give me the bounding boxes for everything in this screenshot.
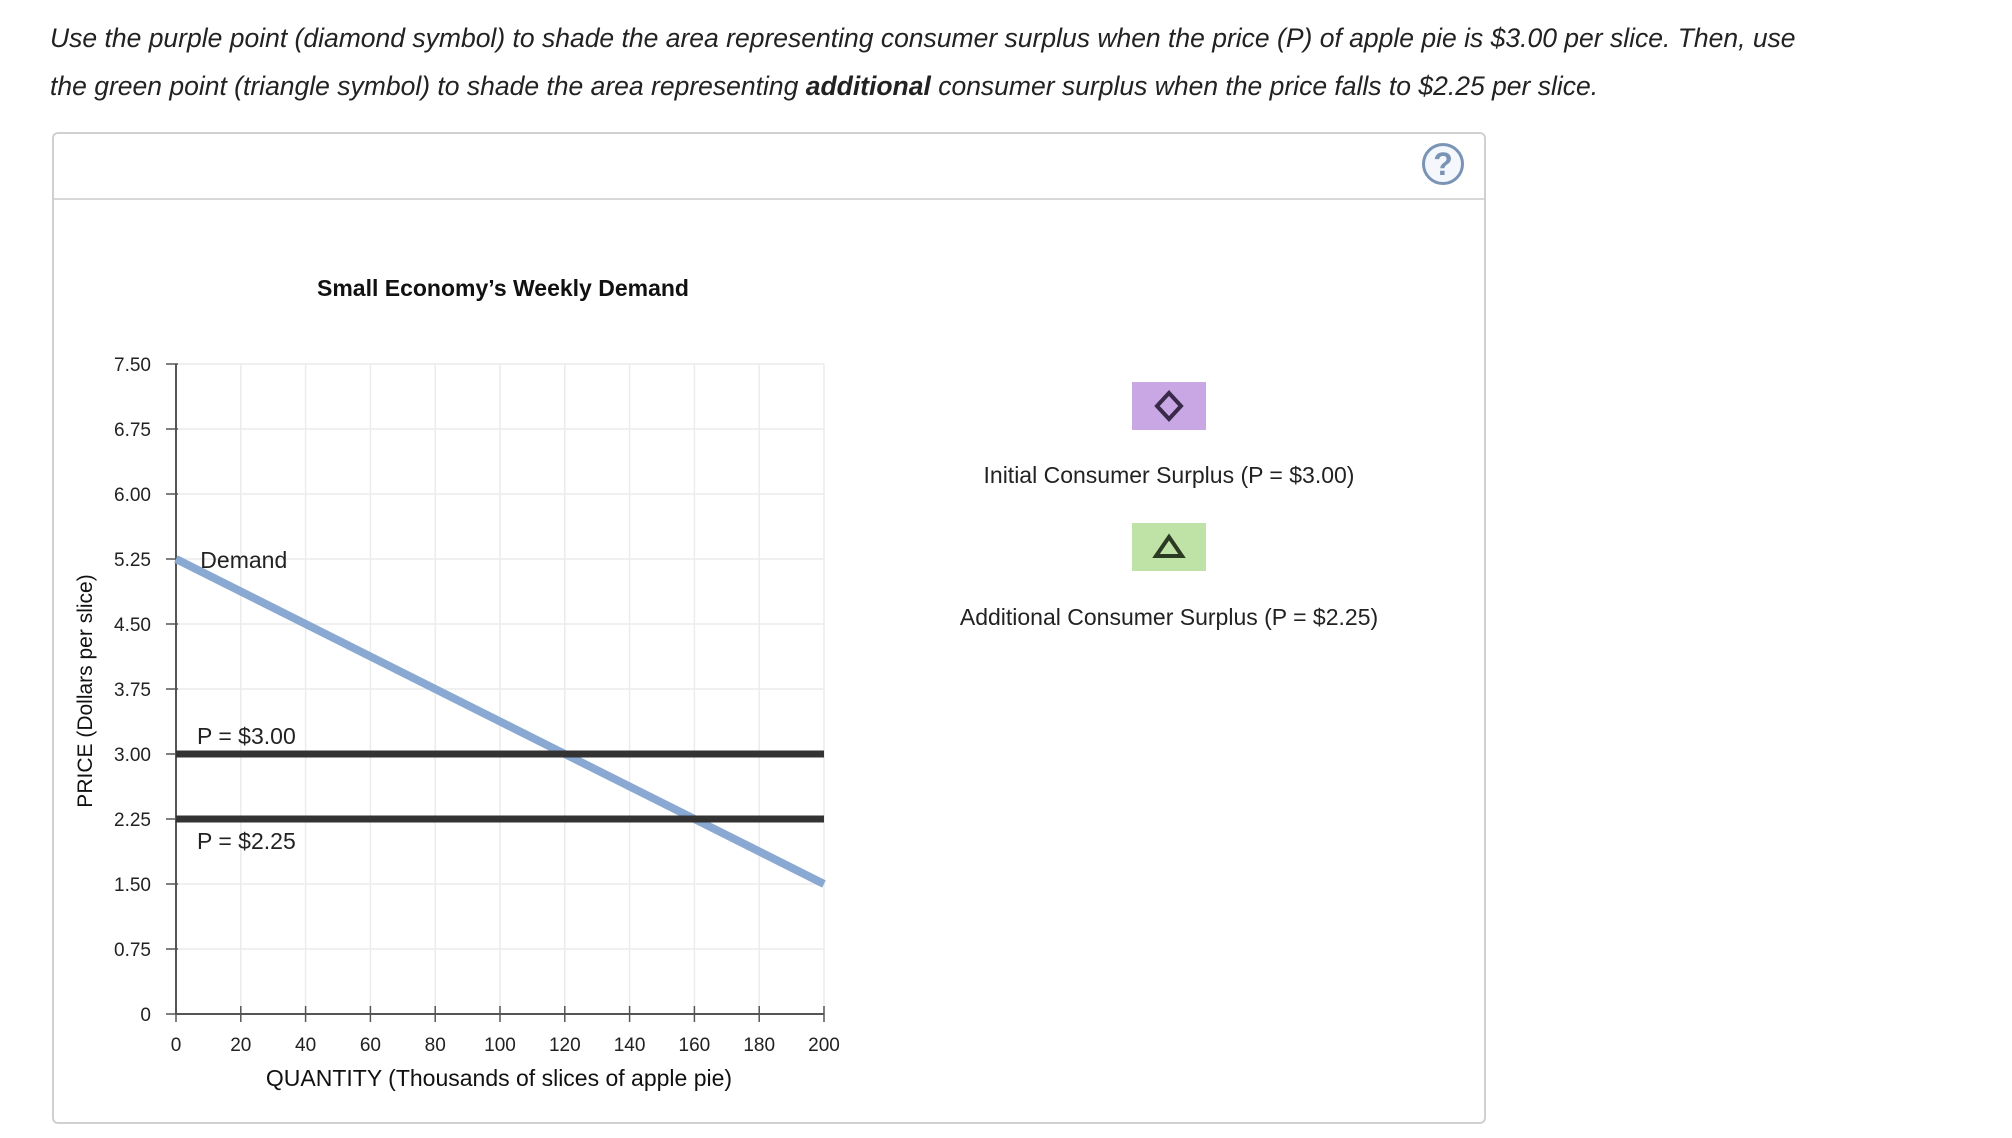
x-tick-label: 160 — [679, 1035, 711, 1056]
x-tick-label: 0 — [171, 1035, 182, 1056]
help-button[interactable]: ? — [1422, 143, 1464, 185]
chart-title: Small Economy’s Weekly Demand — [317, 275, 689, 301]
y-tick-label: 1.50 — [114, 875, 151, 896]
x-tick-label: 80 — [425, 1035, 446, 1056]
instructions-line-2-end: consumer surplus when the price falls to… — [930, 71, 1599, 101]
y-tick-label: 0 — [140, 1005, 151, 1026]
x-tick-label: 180 — [743, 1035, 775, 1056]
graph-panel: ? 0 0.75 1.50 2.25 3.00 3.75 4.50 5.25 6.00 6.75 7… — [52, 132, 1486, 1124]
x-tick-label: 40 — [295, 1035, 316, 1056]
instructions-line-2-start: the green point (triangle symbol) to sha… — [50, 71, 806, 101]
series — [174, 555, 826, 888]
price-3-00-label: P = $3.00 — [197, 723, 296, 749]
demand-curve — [174, 555, 826, 888]
axes: 0 0.75 1.50 2.25 3.00 3.75 4.50 5.25 6.00 6.75 7.5… — [114, 355, 840, 1056]
x-axis-label: QUANTITY (Thousands of slices of apple p… — [266, 1065, 732, 1091]
y-tick-label: 5.25 — [114, 550, 151, 571]
y-tick-label: 2.25 — [114, 810, 151, 831]
additional-consumer-surplus-label: Additional Consumer Surplus (P = $2.25) — [959, 604, 1379, 630]
instructions: Use the purple point (diamond symbol) to… — [50, 14, 1970, 110]
additional-consumer-surplus-tool[interactable] — [1132, 523, 1206, 571]
price-2-25-label: P = $2.25 — [197, 828, 296, 854]
instructions-emphasis: additional — [805, 71, 931, 101]
y-tick-label: 0.75 — [114, 940, 151, 961]
x-tick-label: 20 — [230, 1035, 251, 1056]
initial-consumer-surplus-tool[interactable] — [1132, 382, 1206, 430]
y-tick-label: 4.50 — [114, 615, 151, 636]
y-tick-label: 6.00 — [114, 485, 151, 506]
y-tick-label: 3.00 — [114, 745, 151, 766]
y-tick-label: 7.50 — [114, 355, 151, 376]
y-tick-label: 6.75 — [114, 420, 151, 441]
x-tick-label: 120 — [549, 1035, 581, 1056]
y-axis-label: PRICE (Dollars per slice) — [74, 574, 97, 807]
triangle-icon — [1132, 523, 1206, 571]
instructions-line-1: Use the purple point (diamond symbol) to… — [50, 23, 1796, 53]
initial-consumer-surplus-label: Initial Consumer Surplus (P = $3.00) — [983, 462, 1355, 488]
x-tick-label: 200 — [808, 1035, 840, 1056]
panel-header: ? — [54, 134, 1484, 200]
chart-text: Small Economy’s Weekly Demand QUANTITY (… — [74, 275, 732, 1091]
x-tick-label: 100 — [484, 1035, 516, 1056]
diamond-icon — [1132, 382, 1206, 430]
x-tick-label: 140 — [614, 1035, 646, 1056]
instructions-line-2: the green point (triangle symbol) to sha… — [50, 62, 1970, 110]
demand-label: Demand — [200, 547, 287, 573]
grid — [176, 363, 825, 1014]
y-tick-label: 3.75 — [114, 680, 151, 701]
demand-chart: 0 0.75 1.50 2.25 3.00 3.75 4.50 5.25 6.00 6.75 7.5… — [74, 275, 840, 1091]
x-tick-label: 60 — [360, 1035, 381, 1056]
